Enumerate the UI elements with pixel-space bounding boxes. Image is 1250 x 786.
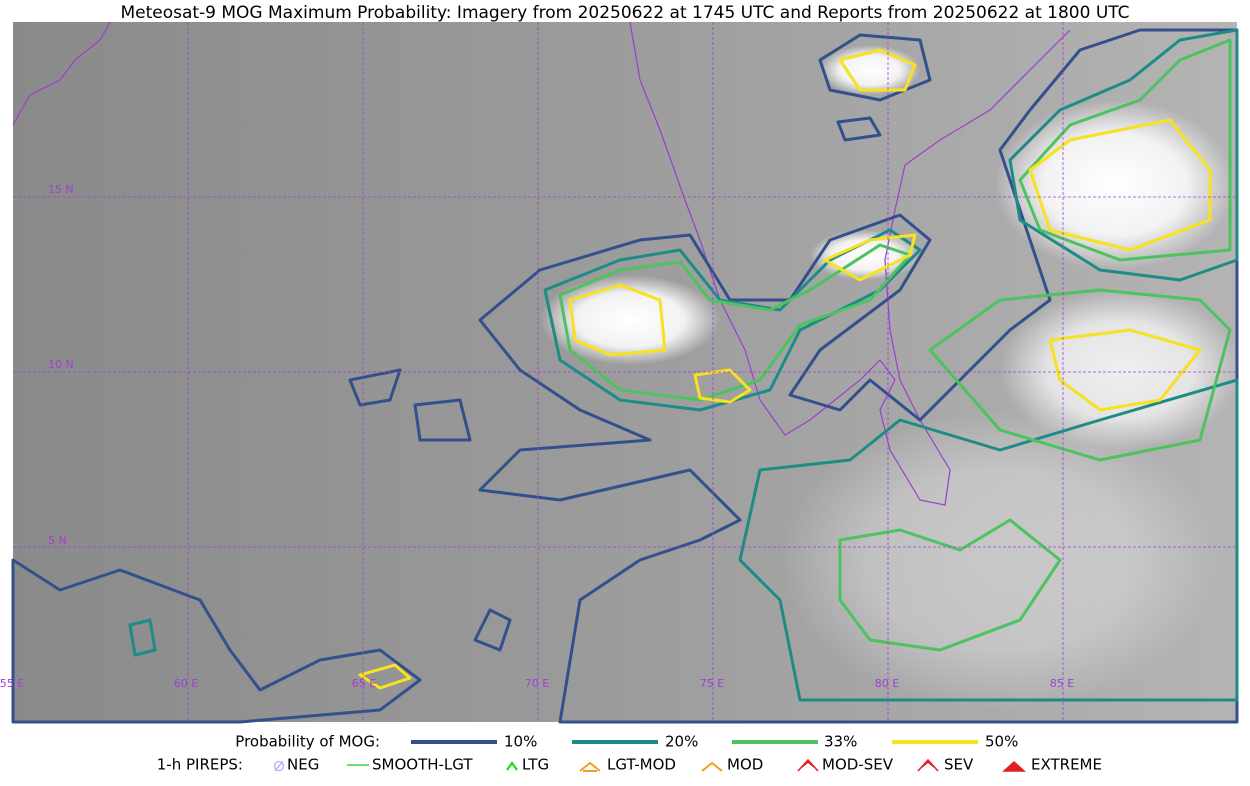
icon-sev [917,758,939,772]
cloud [540,275,720,365]
pirep-item: LGT-MOD [607,756,676,774]
contour-10 [478,28,1239,724]
icon-lgt-mod [579,761,601,772]
contour-20 [543,228,922,412]
pirep-item: MOD [727,756,763,774]
lon-label: 80 E [875,677,899,690]
contour-10 [818,33,932,102]
contour-33 [838,518,1062,652]
lon-label: 55 E [0,677,24,690]
contour-20 [1008,28,1239,282]
pirep-item: EXTREME [1031,756,1102,774]
icon-neg [273,760,285,772]
contour-33 [1018,38,1232,262]
contour-50 [1048,328,1202,412]
graticule [13,22,1237,722]
lon-label: 65 E [352,677,376,690]
pirep-item: LTG [522,756,549,774]
legend: Probability of MOG: 10% 20% 33% 50% 1-h … [157,733,1102,774]
legend-item: 20% [665,733,698,751]
icon-mod [701,761,723,772]
contour-50 [358,663,412,690]
contour-33 [928,288,1232,462]
contour-50 [693,368,752,404]
pirep-item: MOD-SEV [822,756,894,774]
icon-neg [274,760,284,772]
contour-10 [348,368,402,407]
cloud [1000,290,1240,450]
contour-50 [823,233,917,282]
contour-10 [836,116,882,142]
contour-20 [128,618,157,657]
coastline [12,21,111,126]
icon-ltg [506,761,518,771]
title: Meteosat-9 MOG Maximum Probability: Imag… [120,3,1129,23]
lon-label: 75 E [700,677,724,690]
legend-item: 33% [824,733,857,751]
map: 15 N 10 N 5 N 55 E 60 E 65 E 70 E 75 E 8… [0,21,1240,724]
cloud [780,410,1220,710]
lat-label: 15 N [48,183,74,196]
legend-label: Probability of MOG: [235,733,380,751]
icon-mod-sev [797,758,819,772]
contour-20 [738,378,1239,702]
pirep-item: NEG [287,756,319,774]
legend-item: 10% [504,733,537,751]
icon-extreme [1002,760,1026,772]
contour-10 [473,608,512,652]
legend-item: 50% [985,733,1018,751]
contour-10 [413,398,472,442]
pirep-label: 1-h PIREPS: [157,756,243,774]
pirep-item: SEV [944,756,974,774]
pirep-icons [273,758,1026,772]
lat-label: 10 N [48,358,74,371]
lon-label: 70 E [525,677,549,690]
lon-label: 85 E [1050,677,1074,690]
pirep-item: SMOOTH-LGT [372,756,473,774]
contour-50 [568,283,667,357]
lat-label: 5 N [48,534,67,547]
lon-label: 60 E [174,677,198,690]
contour-10 [11,558,422,724]
contour-50 [838,48,917,92]
